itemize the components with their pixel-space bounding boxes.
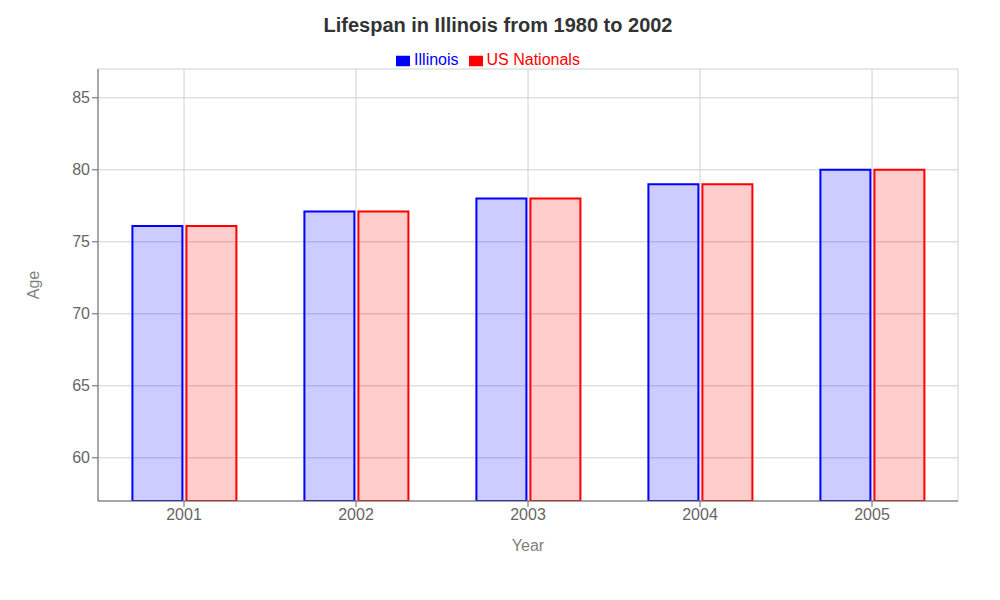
html-text:Illinois: Illinois bbox=[414, 51, 459, 68]
svg-text:2005: 2005 bbox=[854, 506, 890, 523]
svg-text:2001: 2001 bbox=[166, 506, 202, 523]
svg-text:65: 65 bbox=[72, 377, 90, 394]
html-text:Lifespan in Illinois from 1980: Lifespan in Illinois from 1980 to 2002 bbox=[323, 14, 673, 36]
html-text:US Nationals: US Nationals bbox=[486, 51, 580, 68]
svg-text:Year: Year bbox=[512, 537, 545, 554]
svg-text:80: 80 bbox=[72, 161, 90, 178]
svg-text:Age: Age bbox=[25, 271, 42, 300]
svg-text:2002: 2002 bbox=[338, 506, 374, 523]
svg-text:2004: 2004 bbox=[682, 506, 718, 523]
svg-text:2003: 2003 bbox=[510, 506, 546, 523]
svg-text:60: 60 bbox=[72, 449, 90, 466]
svg-text:75: 75 bbox=[72, 233, 90, 250]
svg-text:70: 70 bbox=[72, 305, 90, 322]
svg-text:85: 85 bbox=[72, 89, 90, 106]
